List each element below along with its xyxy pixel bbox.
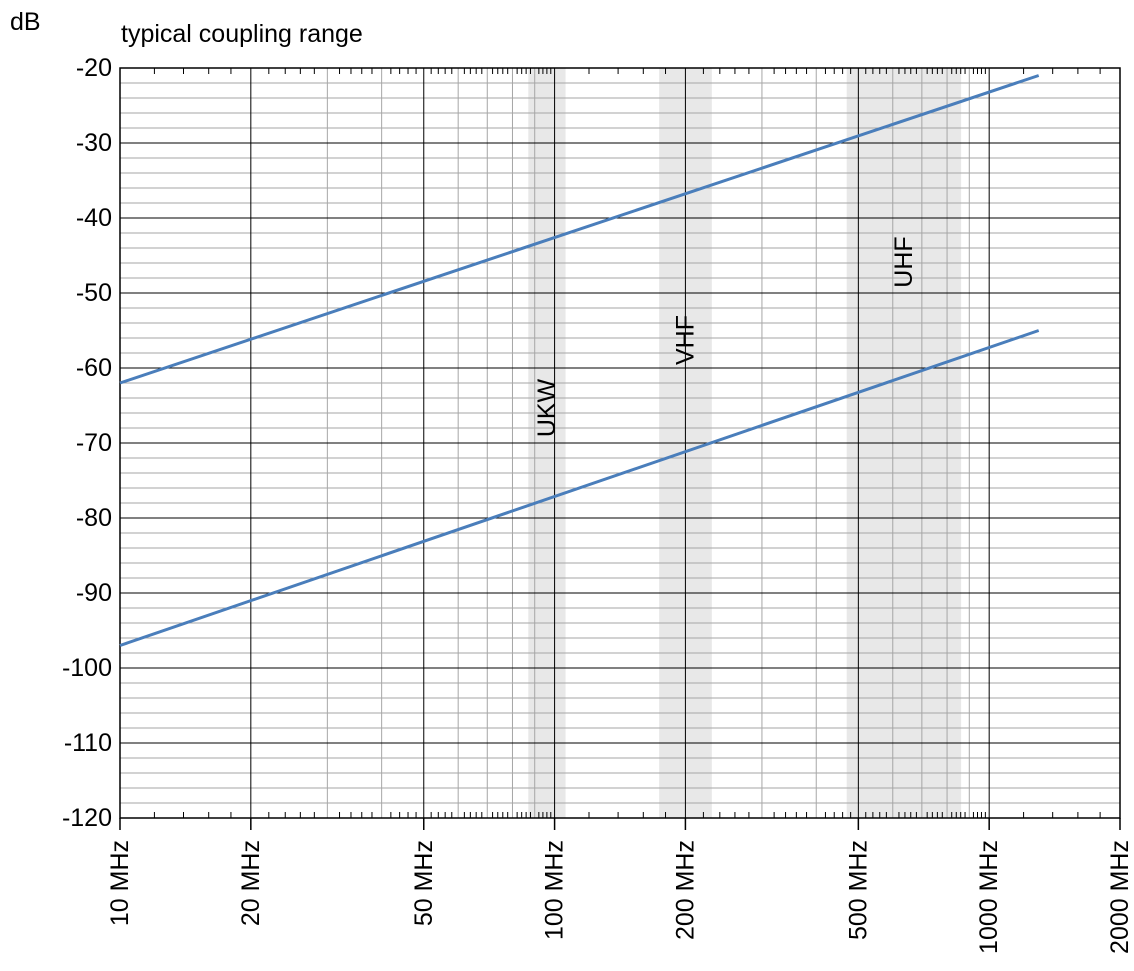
plot-frame — [119, 67, 1121, 819]
x-tick-label: 100 MHz — [541, 840, 569, 940]
x-tick-label: 10 MHz — [106, 840, 134, 926]
x-tick-label: 2000 MHz — [1106, 840, 1134, 954]
chart-title: typical coupling range — [121, 20, 363, 48]
x-tick-label: 1000 MHz — [975, 840, 1003, 954]
y-axis-unit-label: dB — [10, 8, 41, 36]
y-tick-label: -80 — [76, 504, 112, 532]
axis-labels: -20 -30 -40 -50 -60 -70 -80 -90 -100 -110 -120 10 M… — [62, 54, 1134, 954]
y-tick-label: -20 — [76, 54, 112, 82]
series-line-1 — [119, 74, 1040, 385]
y-tick-label: -90 — [76, 579, 112, 607]
band-labels: UKW VHF UHF — [533, 236, 918, 437]
series-layer — [119, 74, 1040, 647]
y-tick-label: -120 — [62, 804, 112, 832]
band-label-vhf: VHF — [671, 315, 699, 365]
x-tick-label: 500 MHz — [844, 840, 872, 940]
y-tick-label: -60 — [76, 354, 112, 382]
y-tick-label: -40 — [76, 204, 112, 232]
y-tick-label: -30 — [76, 129, 112, 157]
tick-marks — [119, 68, 1121, 830]
band-label-uhf: UHF — [890, 236, 918, 287]
y-tick-label: -50 — [76, 279, 112, 307]
x-tick-label: 20 MHz — [237, 840, 265, 926]
series-line-2 — [119, 329, 1040, 647]
major-grid — [119, 67, 1121, 819]
minor-grid — [120, 68, 1120, 818]
x-tick-label: 200 MHz — [671, 840, 699, 940]
x-tick-label: 50 MHz — [410, 840, 438, 926]
y-tick-label: -110 — [64, 729, 112, 757]
y-tick-label: -70 — [76, 429, 112, 457]
band-label-ukw: UKW — [533, 378, 561, 437]
y-tick-label: -100 — [62, 654, 112, 682]
